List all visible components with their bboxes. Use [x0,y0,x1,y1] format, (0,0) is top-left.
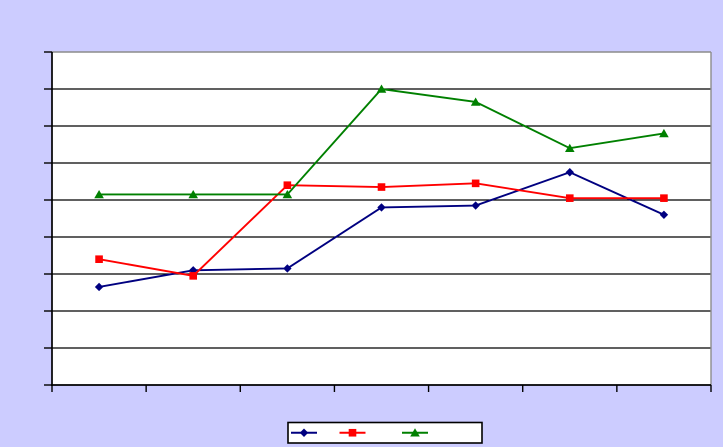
square-marker-icon [95,255,103,263]
triangle-marker-icon [564,143,575,152]
square-marker-icon [377,183,386,191]
diamond-marker-icon [565,168,574,177]
legend-entry-3[interactable] [402,428,428,437]
series-3-triangle[interactable] [94,84,669,199]
triangle-marker-icon [282,189,293,199]
series-2-square[interactable] [95,179,668,280]
diamond-marker-icon [94,282,104,292]
diamond-marker-icon [283,264,292,273]
legend-diamond-marker-icon [299,428,309,437]
legend-entry-2[interactable] [339,428,366,437]
triangle-marker-icon [659,128,669,138]
square-marker-icon [565,194,574,202]
triangle-marker-icon [470,97,481,106]
triangle-marker-icon [188,189,199,199]
diamond-marker-icon [377,203,386,212]
legend-entry-1[interactable] [291,428,317,437]
diamond-marker-icon [659,210,669,219]
legend-square-marker-icon [348,428,357,437]
plot-area[interactable] [52,52,711,385]
legend-box[interactable] [287,421,483,444]
diamond-marker-icon [471,201,480,210]
legend[interactable] [287,421,483,444]
triangle-marker-icon [94,189,104,199]
legend-triangle-marker-icon [410,428,420,437]
triangle-marker-icon [376,84,387,93]
square-marker-icon [189,272,198,280]
square-marker-icon [283,181,292,189]
square-marker-icon [660,194,668,202]
square-marker-icon [471,179,480,188]
